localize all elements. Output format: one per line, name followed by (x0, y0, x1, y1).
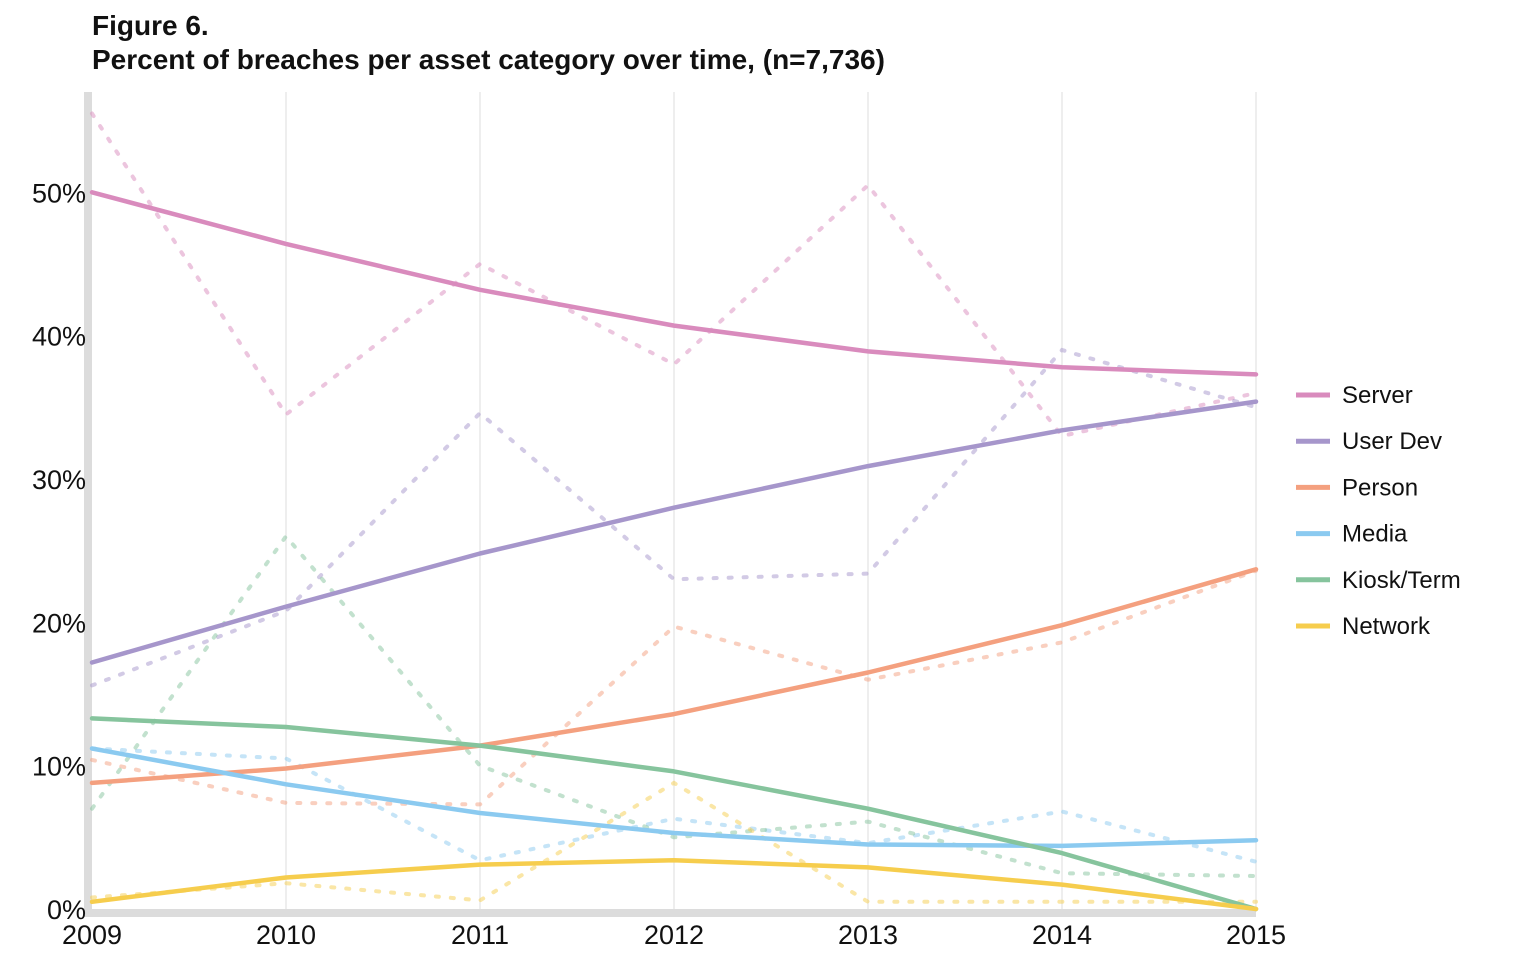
x-tick-label: 2010 (256, 920, 316, 950)
series-trend-network (89, 858, 1259, 912)
y-tick-label: 20% (32, 608, 86, 638)
chart-title: Percent of breaches per asset category o… (92, 44, 885, 75)
legend-label: Server (1342, 382, 1413, 409)
x-tick-label: 2009 (62, 920, 122, 950)
legend-label: User Dev (1342, 428, 1442, 455)
legend-item-kiosk-term: Kiosk/Term (1296, 567, 1461, 594)
x-axis (84, 909, 1256, 917)
series-trend-server (89, 190, 1259, 377)
series-trend-kiosk-term (89, 716, 1259, 912)
series-trend-user-dev (89, 399, 1259, 665)
legend-item-network: Network (1296, 613, 1431, 640)
series-observed-network (90, 780, 1258, 904)
y-tick-label: 40% (32, 322, 86, 352)
y-axis (84, 92, 92, 917)
legend-label: Network (1342, 613, 1431, 640)
x-tick-label: 2013 (838, 920, 898, 950)
series-observed-user-dev (90, 347, 1258, 688)
y-tick-label: 10% (32, 752, 86, 782)
y-tick-label: 0% (47, 895, 86, 925)
y-tick-label: 50% (32, 178, 86, 208)
x-tick-label: 2011 (451, 920, 509, 950)
legend-item-person: Person (1296, 474, 1418, 501)
legend: Server User Dev Person Media Kiosk/Term Netwo… (1296, 382, 1461, 640)
series-observed-kiosk-term (90, 533, 1258, 878)
series-observed-person (90, 568, 1258, 807)
trend-series-lines (89, 190, 1259, 912)
tick-labels: 0% 10% 20% 30% 40% 50% 2009 2010 2011 2012 2013 201… (32, 178, 1286, 950)
x-tick-label: 2012 (644, 920, 704, 950)
legend-label: Media (1342, 521, 1408, 548)
x-tick-label: 2015 (1226, 920, 1286, 950)
legend-item-server: Server (1296, 382, 1413, 409)
legend-label: Kiosk/Term (1342, 567, 1461, 594)
x-tick-label: 2014 (1032, 920, 1092, 950)
series-observed-media (90, 746, 1258, 864)
figure-label: Figure 6. (92, 10, 209, 41)
axes (84, 92, 1256, 917)
observed-series-lines (90, 111, 1258, 904)
gridlines (285, 92, 1257, 909)
legend-item-media: Media (1296, 521, 1408, 548)
series-trend-media (89, 746, 1259, 849)
series-trend-person (89, 567, 1259, 786)
y-tick-label: 30% (32, 465, 86, 495)
legend-item-user-dev: User Dev (1296, 428, 1442, 455)
legend-label: Person (1342, 474, 1418, 501)
series-observed-server (90, 111, 1258, 439)
